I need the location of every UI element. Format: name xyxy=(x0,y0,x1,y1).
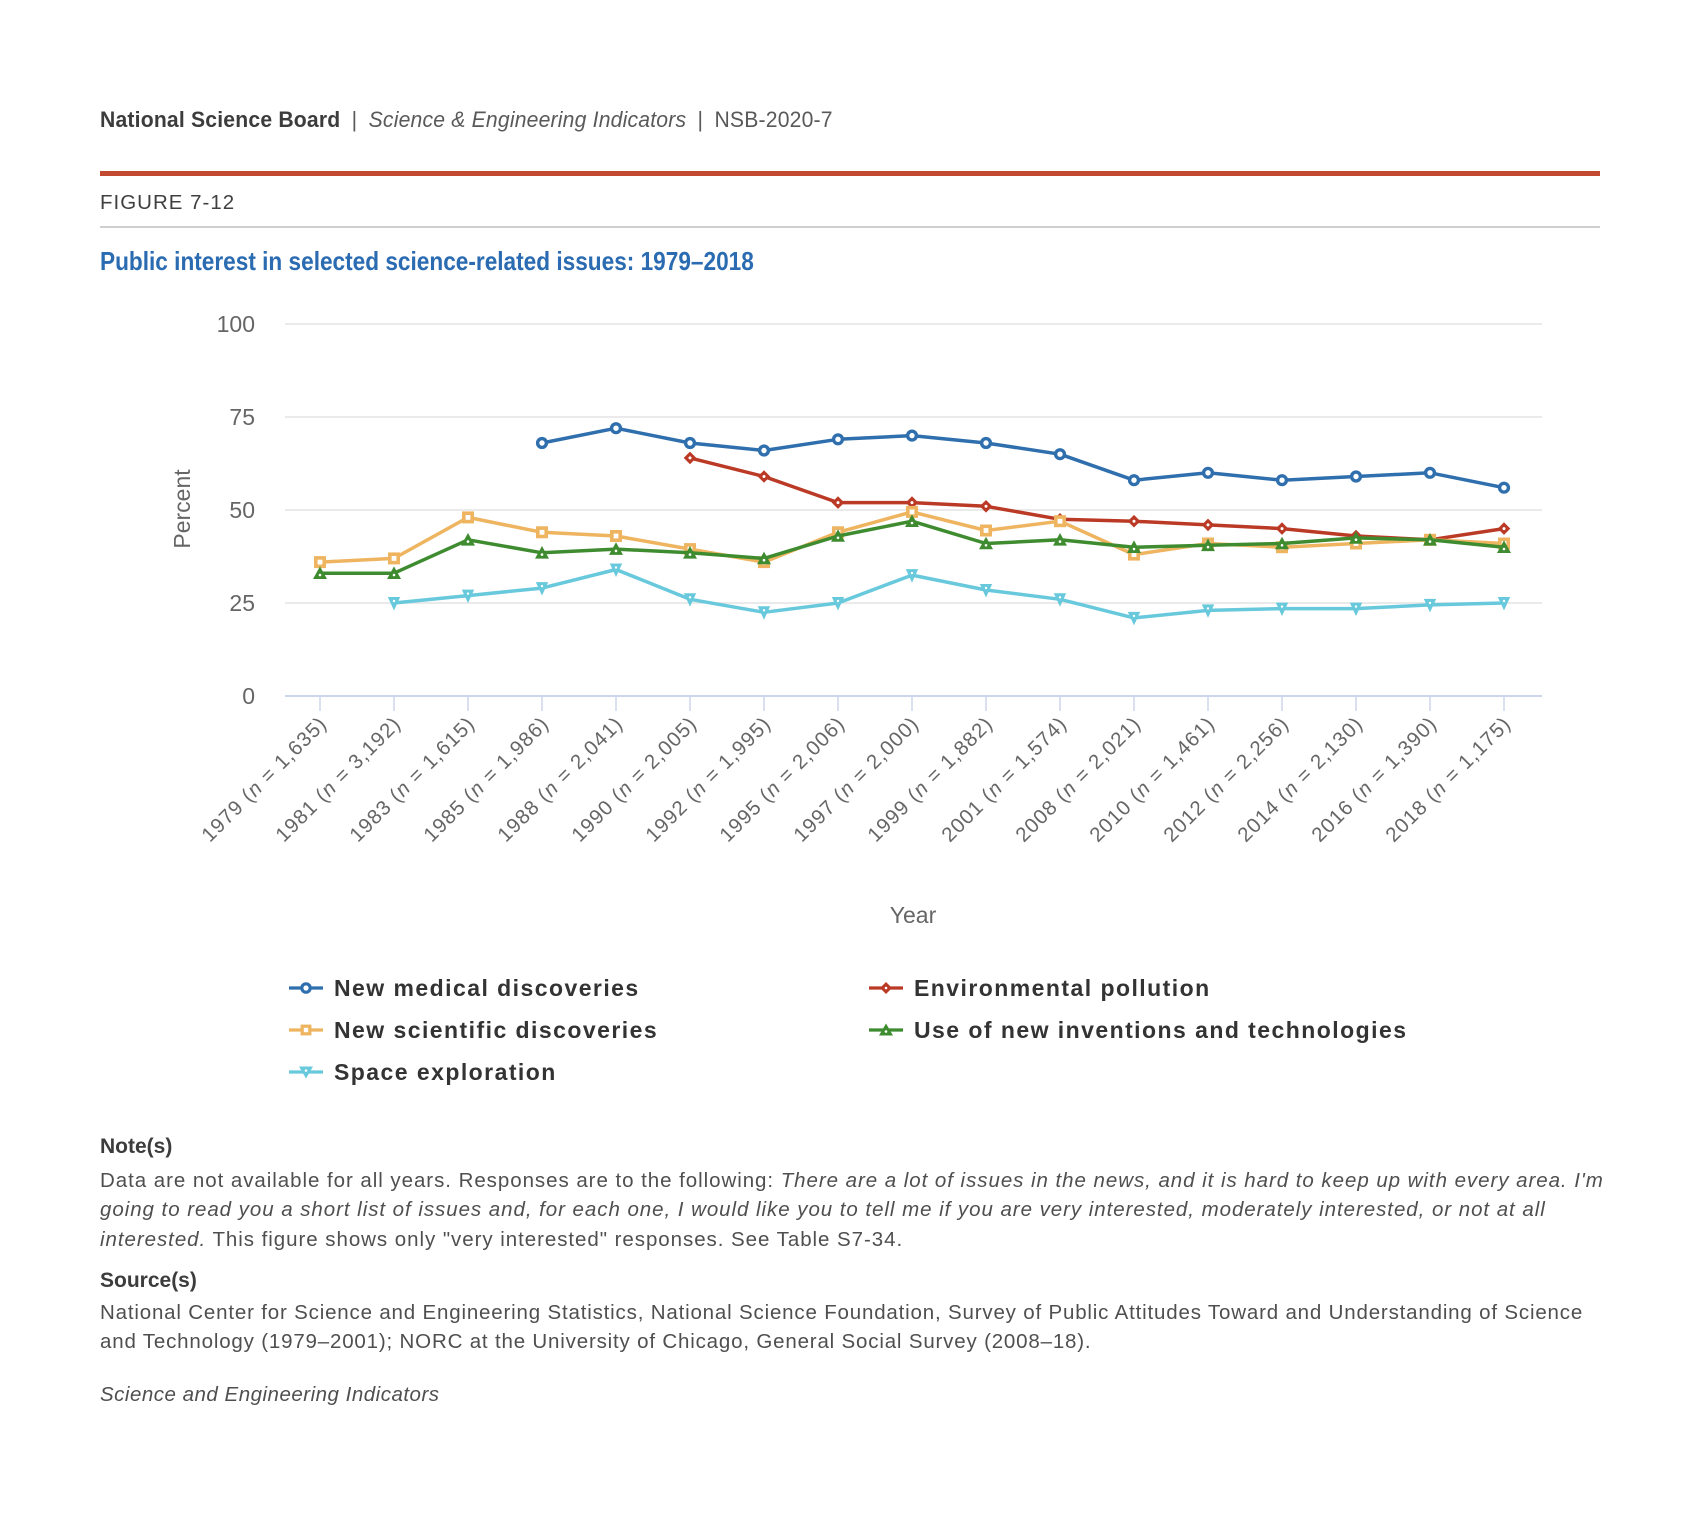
svg-text:Year: Year xyxy=(890,902,937,928)
svg-text:50: 50 xyxy=(229,497,255,523)
svg-text:75: 75 xyxy=(229,404,255,430)
svg-text:1981 (n = 3,192): 1981 (n = 3,192) xyxy=(271,712,405,846)
svg-text:1997 (n = 2,000): 1997 (n = 2,000) xyxy=(789,712,923,846)
svg-text:1995 (n = 2,006): 1995 (n = 2,006) xyxy=(715,712,849,846)
svg-text:25: 25 xyxy=(229,590,255,616)
svg-text:2001 (n = 1,574): 2001 (n = 1,574) xyxy=(937,712,1071,846)
svg-text:2012 (n = 2,256): 2012 (n = 2,256) xyxy=(1159,712,1293,846)
svg-text:2010 (n = 1,461): 2010 (n = 1,461) xyxy=(1085,712,1219,846)
svg-text:2014 (n = 2,130): 2014 (n = 2,130) xyxy=(1233,712,1367,846)
svg-text:100: 100 xyxy=(217,311,255,337)
svg-text:2008 (n = 2,021): 2008 (n = 2,021) xyxy=(1011,712,1145,846)
svg-text:1990 (n = 2,005): 1990 (n = 2,005) xyxy=(567,712,701,846)
svg-text:2016 (n = 1,390): 2016 (n = 1,390) xyxy=(1307,712,1441,846)
svg-text:1988 (n = 2,041): 1988 (n = 2,041) xyxy=(493,712,627,846)
svg-text:2018 (n = 1,175): 2018 (n = 1,175) xyxy=(1381,712,1515,846)
svg-text:1999 (n = 1,882): 1999 (n = 1,882) xyxy=(863,712,997,846)
svg-text:1992 (n = 1,995): 1992 (n = 1,995) xyxy=(641,712,775,846)
svg-text:0: 0 xyxy=(242,683,255,709)
svg-text:1979 (n = 1,635): 1979 (n = 1,635) xyxy=(197,712,331,846)
svg-text:1985 (n = 1,986): 1985 (n = 1,986) xyxy=(419,712,553,846)
svg-text:Percent: Percent xyxy=(169,469,195,549)
svg-text:1983 (n = 1,615): 1983 (n = 1,615) xyxy=(345,712,479,846)
